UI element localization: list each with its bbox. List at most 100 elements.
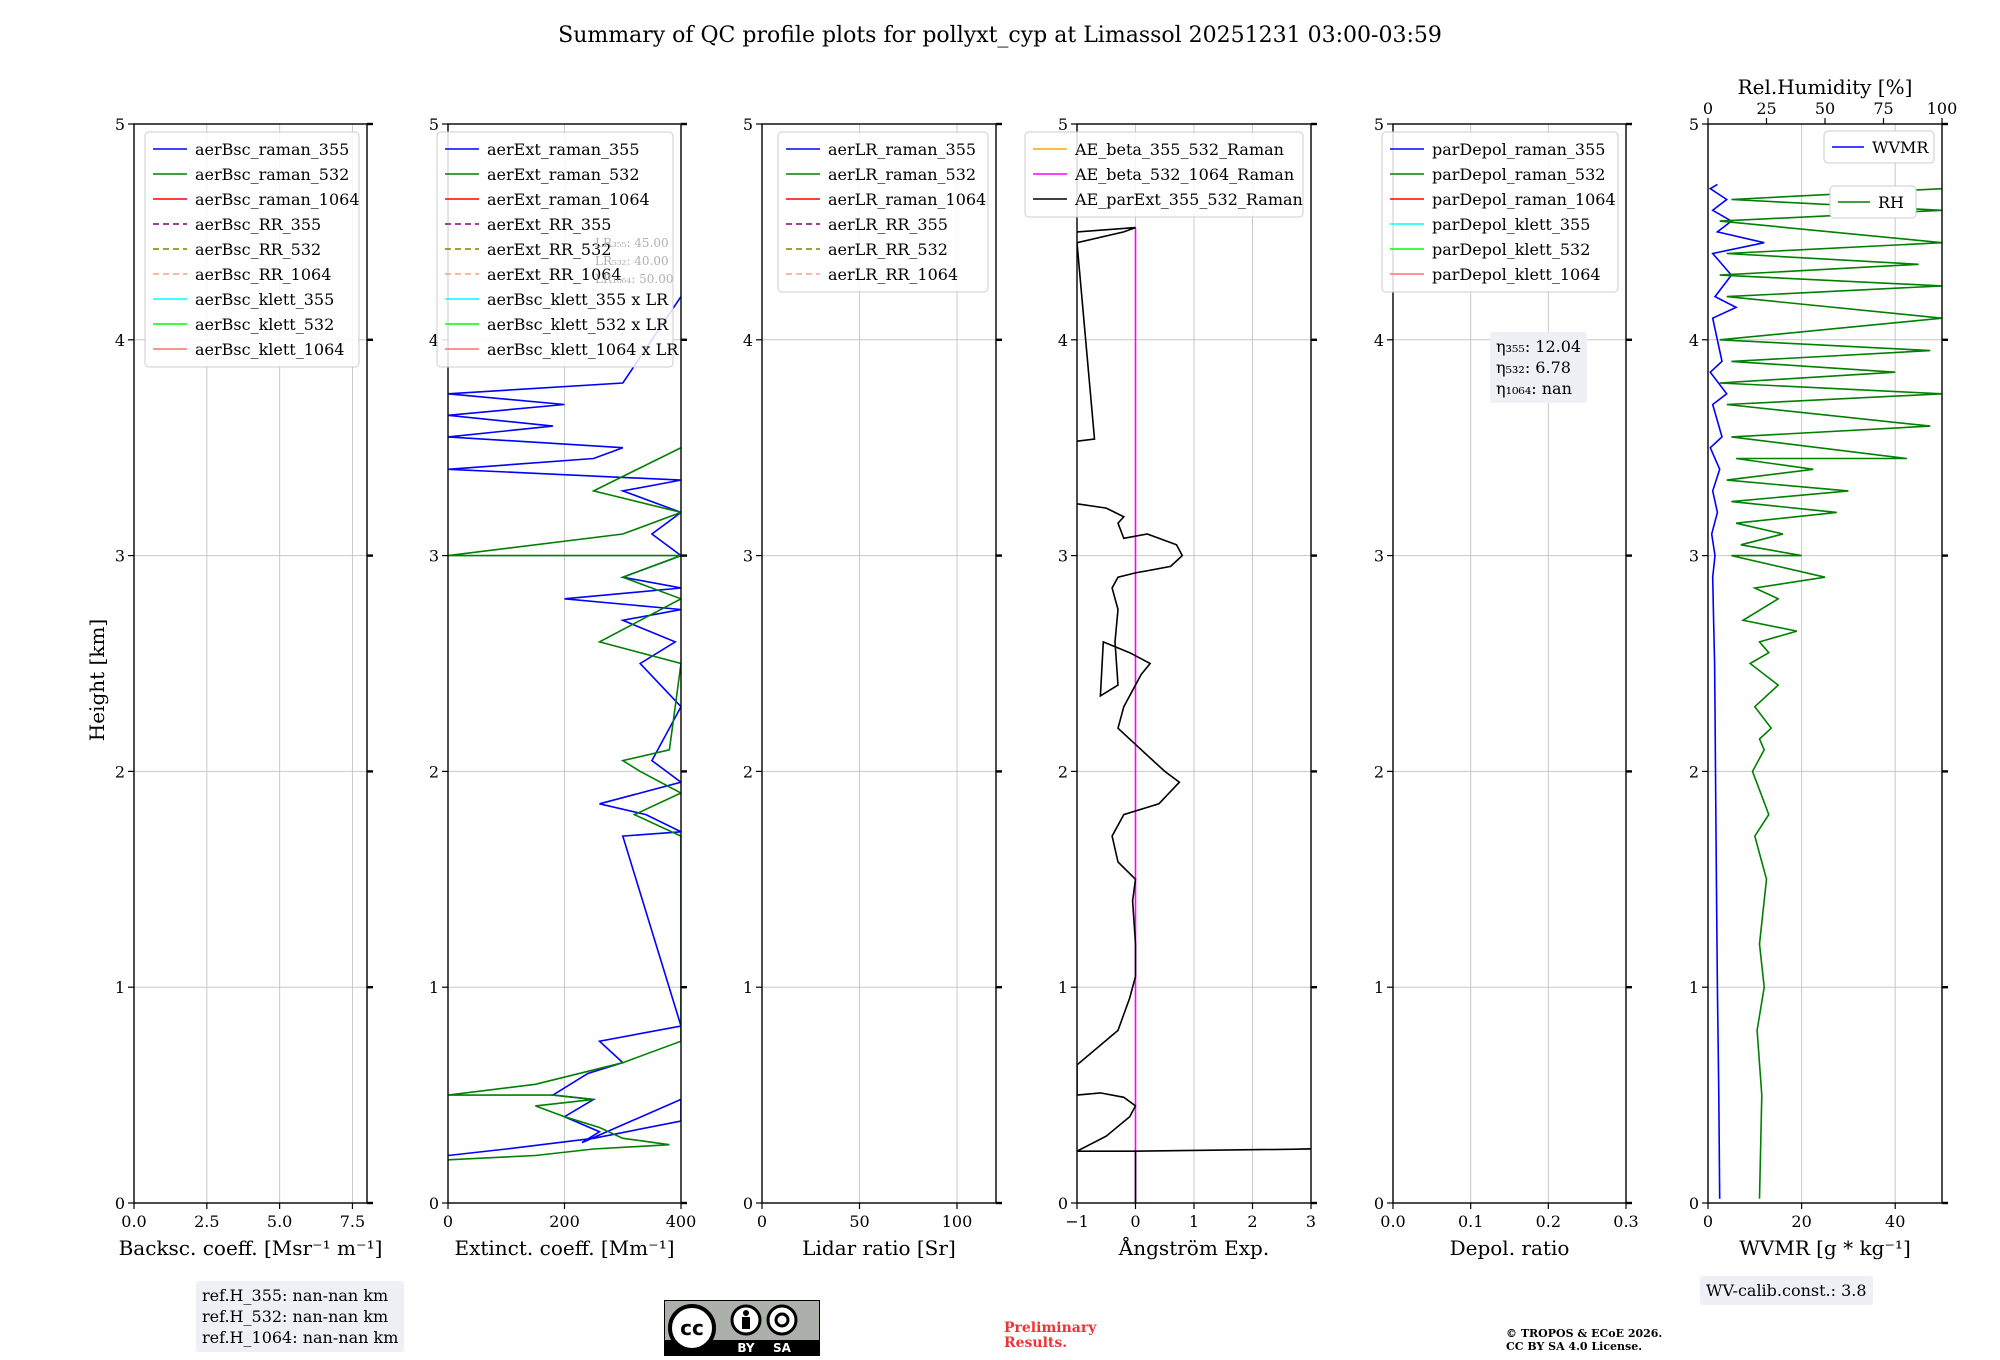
y-tick-label: 3 bbox=[1374, 547, 1384, 566]
y-tick-label: 4 bbox=[1689, 331, 1699, 350]
y-tick-label: 5 bbox=[115, 115, 125, 134]
eta-355-text: η₃₅₅: 12.04 bbox=[1496, 337, 1582, 356]
x2-tick-label: 100 bbox=[1927, 99, 1958, 118]
legend-label: aerLR_raman_1064 bbox=[828, 190, 986, 209]
legend-label: aerExt_raman_1064 bbox=[487, 190, 650, 209]
y-tick-label: 5 bbox=[429, 115, 439, 134]
panel-5: 0 1 2 3 4 5 0.0 0.1 0.2 0.3 Depol. ratio parDepol_r… bbox=[1374, 115, 1639, 1260]
x-tick-label: 0.2 bbox=[1536, 1212, 1561, 1231]
x-axis-label: Lidar ratio [Sr] bbox=[802, 1236, 956, 1260]
y-tick-label: 0 bbox=[1374, 1194, 1384, 1213]
x-tick-label: 50 bbox=[849, 1212, 869, 1231]
legend-label: aerLR_raman_355 bbox=[828, 140, 976, 159]
lidar-ratio-note: LR₅₃₂: 40.00 bbox=[595, 254, 669, 268]
preliminary-results-note: Preliminary Results. bbox=[1004, 1321, 1096, 1351]
y-tick-label: 5 bbox=[1689, 115, 1699, 134]
x-tick-label: 7.5 bbox=[340, 1212, 365, 1231]
legend-label: aerBsc_klett_355 x LR bbox=[487, 290, 669, 309]
y-axis-label: Height [km] bbox=[85, 619, 109, 741]
legend-label: parDepol_raman_532 bbox=[1432, 165, 1605, 184]
x-tick-label: 400 bbox=[666, 1212, 697, 1231]
legend-box bbox=[1823, 130, 1935, 164]
series-group bbox=[1077, 226, 1311, 1203]
legend-label: aerBsc_raman_532 bbox=[195, 165, 349, 184]
y-tick-label: 0 bbox=[1689, 1194, 1699, 1213]
y-tick-label: 2 bbox=[743, 762, 753, 781]
legend-label: AE_beta_532_1064_Raman bbox=[1074, 165, 1294, 184]
eta-1064-text: η₁₀₆₄: nan bbox=[1496, 379, 1572, 398]
x-tick-label: 0 bbox=[757, 1212, 767, 1231]
cc-logo-icon bbox=[668, 1304, 716, 1352]
y-tick-label: 1 bbox=[1689, 978, 1699, 997]
y-tick-label: 5 bbox=[743, 115, 753, 134]
y-tick-label: 1 bbox=[1374, 978, 1384, 997]
y-tick-label: 3 bbox=[429, 547, 439, 566]
x-tick-label: 2 bbox=[1247, 1212, 1257, 1231]
legend-label: aerExt_raman_355 bbox=[487, 140, 640, 159]
y-tick-label: 0 bbox=[743, 1194, 753, 1213]
legend-label: parDepol_raman_1064 bbox=[1432, 190, 1616, 209]
axes-frame bbox=[133, 123, 368, 1204]
legend-label: aerBsc_raman_355 bbox=[195, 140, 349, 159]
y-tick-label: 1 bbox=[429, 978, 439, 997]
cc-sa-label: SA bbox=[773, 1341, 792, 1355]
y-tick-label: 1 bbox=[115, 978, 125, 997]
x-tick-label: 0 bbox=[443, 1212, 453, 1231]
x2-tick-label: 50 bbox=[1815, 99, 1835, 118]
legend-label: aerBsc_klett_532 bbox=[195, 315, 334, 334]
x-tick-label: 0 bbox=[1703, 1212, 1713, 1231]
y-tick-label: 5 bbox=[1058, 115, 1068, 134]
y-tick-label: 2 bbox=[1374, 762, 1384, 781]
legend-label: parDepol_raman_355 bbox=[1432, 140, 1605, 159]
panel-2: 0 1 2 3 4 5 0 200 400 Extinct. coeff. [Mm⁻¹] aerEx… bbox=[429, 115, 696, 1260]
legend-label: aerLR_raman_532 bbox=[828, 165, 976, 184]
legend-label: AE_parExt_355_532_Raman bbox=[1074, 190, 1303, 209]
y-tick-label: 5 bbox=[1374, 115, 1384, 134]
preliminary-line-2: Results. bbox=[1004, 1335, 1068, 1351]
wv-calib-box: WV-calib.const.: 3.8 bbox=[1700, 1276, 1873, 1305]
legend-label: aerBsc_klett_532 x LR bbox=[487, 315, 669, 334]
refh-355-text: ref.H_355: nan-nan km bbox=[202, 1286, 389, 1305]
legend-label: aerBsc_klett_1064 x LR bbox=[487, 340, 679, 359]
axes-frame bbox=[1392, 123, 1627, 1204]
x2-tick-label: 0 bbox=[1703, 99, 1713, 118]
y-tick-label: 4 bbox=[1058, 331, 1068, 350]
series-line-AE_parExt_355_532_Raman_upper bbox=[1077, 226, 1136, 442]
legend-label: RH bbox=[1878, 193, 1904, 212]
legend-box bbox=[144, 131, 360, 368]
legend-label: aerLR_RR_355 bbox=[828, 215, 948, 234]
y-tick-label: 2 bbox=[429, 762, 439, 781]
legend-box bbox=[777, 131, 989, 293]
series-line-WVMR bbox=[1708, 183, 1765, 1199]
y-tick-label: 0 bbox=[429, 1194, 439, 1213]
series-line-aerExt_raman_532 bbox=[448, 446, 681, 1161]
legend-label: WVMR bbox=[1872, 138, 1929, 157]
y-tick-label: 4 bbox=[115, 331, 125, 350]
cc-by-label: BY bbox=[737, 1341, 754, 1355]
x-tick-label: 40 bbox=[1885, 1212, 1905, 1231]
x-tick-label: 0.1 bbox=[1458, 1212, 1483, 1231]
y-tick-label: 3 bbox=[1058, 547, 1068, 566]
series-line-RH bbox=[1719, 187, 1942, 1199]
legend-label: parDepol_klett_532 bbox=[1432, 240, 1590, 259]
legend-box bbox=[1381, 131, 1619, 293]
y-tick-label: 1 bbox=[1058, 978, 1068, 997]
legend-box bbox=[436, 131, 674, 368]
x-axis-label: Extinct. coeff. [Mm⁻¹] bbox=[454, 1236, 674, 1260]
legend-label: aerExt_raman_532 bbox=[487, 165, 640, 184]
legend-label: aerLR_RR_532 bbox=[828, 240, 948, 259]
x-tick-label: 1 bbox=[1189, 1212, 1199, 1231]
x-tick-label: 0.3 bbox=[1613, 1212, 1638, 1231]
legend-label: aerBsc_klett_1064 bbox=[195, 340, 344, 359]
cc-logo-text: cc bbox=[680, 1316, 704, 1340]
legend-label: parDepol_klett_1064 bbox=[1432, 265, 1601, 284]
x-tick-label: 0.0 bbox=[121, 1212, 146, 1231]
legend-label: aerBsc_klett_355 bbox=[195, 290, 334, 309]
lidar-ratio-note: LR₁₀₆₄: 50.00 bbox=[595, 272, 673, 286]
y-tick-label: 3 bbox=[743, 547, 753, 566]
x-tick-label: 5.0 bbox=[267, 1212, 292, 1231]
eta-annotation-box: η₃₅₅: 12.04 η₅₃₂: 6.78 η₁₀₆₄: nan bbox=[1490, 332, 1588, 403]
